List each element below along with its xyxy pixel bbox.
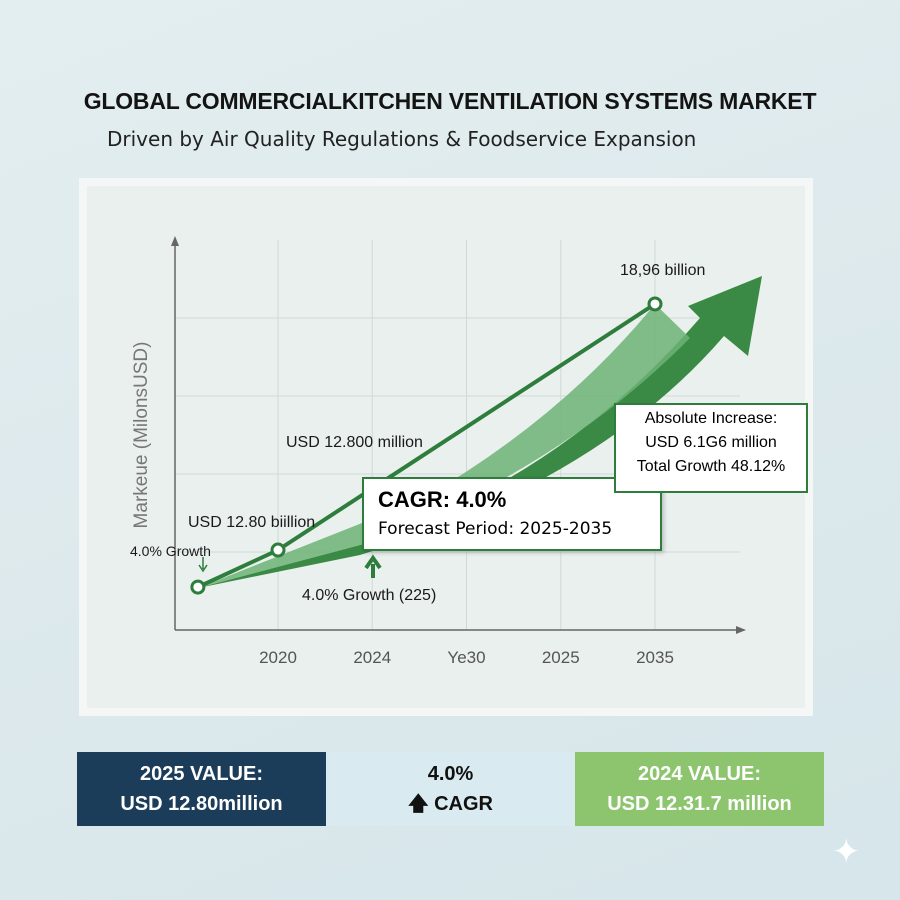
up-arrow-icon: 🡅 [407,793,435,815]
value-2024-card: 2024 VALUE: USD 12.31.7 million [575,752,824,826]
card-value: 🡅 CAGR [407,793,493,815]
up-arrow-icon [364,554,382,578]
card-value: USD 12.80million [120,793,283,815]
cagr-card: 4.0% 🡅 CAGR [326,752,575,826]
down-arrow-icon [198,557,208,573]
absolute-increase-callout: Absolute Increase: USD 6.1G6 million Tot… [614,403,808,493]
page-subtitle: Driven by Air Quality Regulations & Food… [107,127,697,151]
growth-note: 4.0% Growth (225) [302,587,437,604]
growth-band [198,304,690,588]
card-title: 2025 VALUE: [139,763,263,785]
point-label-2020: USD 12.80 biillion [188,514,316,531]
cagr-title: CAGR: 4.0% [378,487,507,512]
data-point [647,296,663,312]
cagr-callout: CAGR: 4.0% Forecast Period: 2025-2035 [362,477,662,551]
card-title: 2024 VALUE: [637,763,761,785]
card-title: 4.0% [427,763,474,785]
card-value: USD 12.31.7 million [607,793,792,815]
x-axis-arrow [736,626,746,634]
growth-label: 4.0% Growth [130,543,211,559]
growth-arrow [198,276,762,588]
x-tick-label: 2020 [259,648,297,667]
mid-label: USD 12.800 million [286,434,423,451]
x-tick-label: 2035 [636,648,674,667]
abs-value: USD 6.1G6 million [645,434,777,451]
y-axis-arrow [171,236,179,246]
x-tick-label: 2024 [353,648,391,667]
cagr-period: Forecast Period: 2025-2035 [378,519,613,539]
end-label: 18,96 billion [620,262,706,279]
sparkle-icon: ✦ [832,833,861,871]
page-title: GLOBAL COMMERCIALKITCHEN VENTILATION SYS… [83,88,817,114]
data-point [270,542,286,558]
data-point [190,579,206,595]
y-axis-label: Markeue (MilonsUSD) [131,342,152,529]
x-tick-label: Ye30 [447,648,485,667]
value-2025-card: 2025 VALUE: USD 12.80million [77,752,326,826]
x-tick-label: 2025 [542,648,580,667]
abs-growth: Total Growth 48.12% [636,458,786,475]
abs-title: Absolute Increase: [644,410,778,427]
